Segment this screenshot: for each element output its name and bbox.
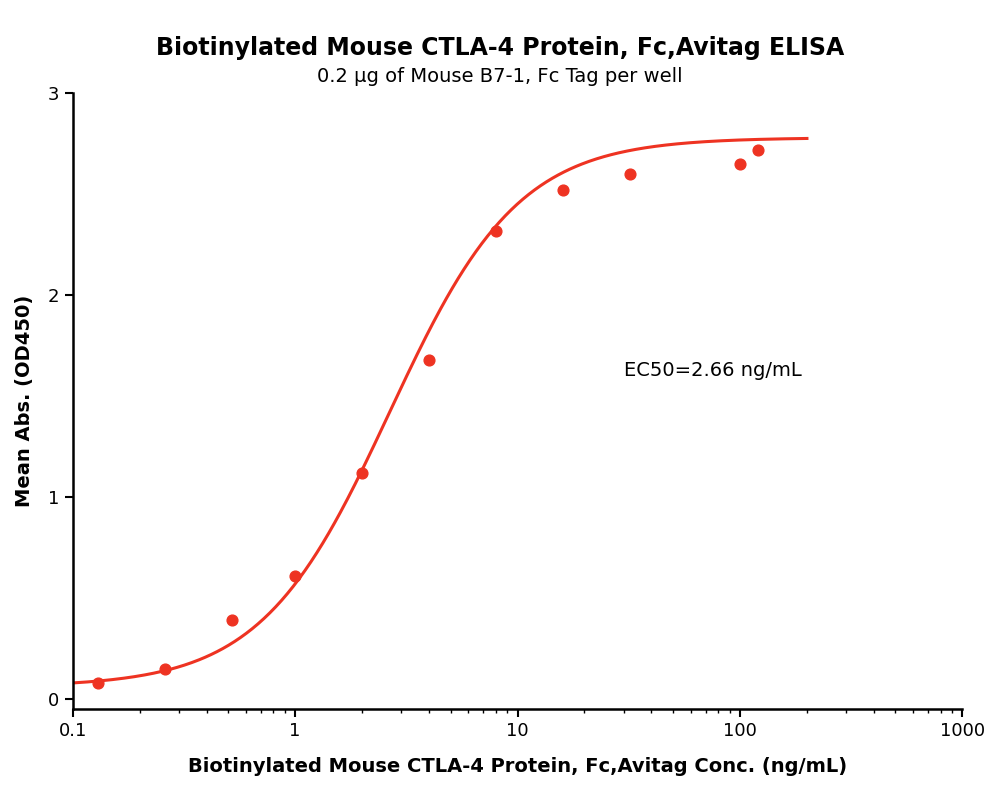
Y-axis label: Mean Abs. (OD450): Mean Abs. (OD450) (15, 295, 34, 507)
Point (287, 570, 303, 582)
X-axis label: Biotinylated Mouse CTLA-4 Protein, Fc,Avitag Conc. (ng/mL): Biotinylated Mouse CTLA-4 Protein, Fc,Av… (188, 757, 847, 776)
Point (488, 224, 504, 237)
Point (90, 676, 106, 689)
Point (157, 662, 173, 675)
Point (555, 184, 571, 196)
Point (224, 614, 240, 626)
Text: Biotinylated Mouse CTLA-4 Protein, Fc,Avitag ELISA: Biotinylated Mouse CTLA-4 Protein, Fc,Av… (156, 36, 844, 59)
Point (421, 354, 437, 366)
Point (354, 467, 370, 479)
Text: 0.2 μg of Mouse B7-1, Fc Tag per well: 0.2 μg of Mouse B7-1, Fc Tag per well (317, 67, 683, 86)
Point (732, 157, 748, 170)
Text: EC50=2.66 ng/mL: EC50=2.66 ng/mL (624, 361, 802, 380)
Point (622, 168, 638, 180)
Point (750, 143, 766, 156)
